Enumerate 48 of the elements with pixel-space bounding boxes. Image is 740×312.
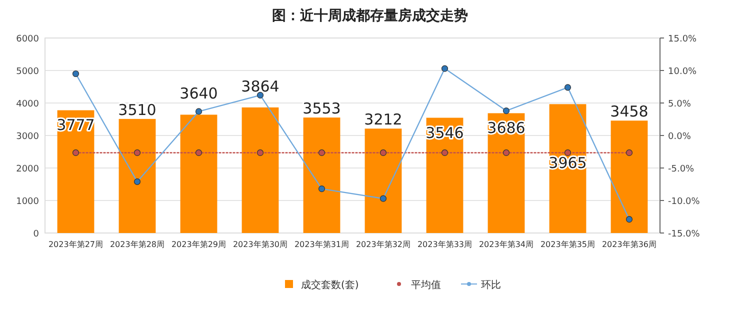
bar (426, 118, 464, 233)
data-label: 3965 (548, 154, 587, 172)
x-tick-label: 2023年第27周 (48, 240, 104, 249)
y2-tick-label: 10.0% (668, 67, 698, 77)
y2-tick-label: 5.0% (668, 100, 692, 110)
data-label: 3546 (426, 124, 464, 142)
legend-label: 平均值 (411, 279, 441, 291)
y-tick-label: 0 (33, 230, 40, 240)
data-label: 3510 (118, 100, 156, 119)
y2-tick-label: 15.0% (668, 34, 698, 44)
legend-label: 成交套数(套) (301, 279, 359, 291)
x-tick-label: 2023年第33周 (417, 240, 472, 249)
x-tick-label: 2023年第28周 (110, 240, 165, 249)
y-tick-label: 2000 (16, 164, 40, 174)
data-label: 3212 (364, 110, 402, 129)
x-tick-label: 2023年第34周 (478, 240, 534, 249)
bar (364, 128, 402, 233)
data-label: 3458 (610, 102, 648, 121)
data-label: 3864 (241, 77, 280, 96)
bar (303, 118, 340, 233)
x-tick-label: 2023年第30周 (232, 240, 288, 249)
bar (57, 110, 94, 233)
y-tick-label: 3000 (16, 132, 40, 142)
x-tick-label: 2023年第31周 (294, 240, 350, 249)
y2-tick-label: -10.0% (668, 197, 700, 207)
x-tick-label: 2023年第36周 (602, 240, 657, 249)
chart-title: 图：近十周成都存量房成交走势 (272, 7, 468, 24)
x-tick-label: 2023年第32周 (356, 240, 411, 249)
x-tick-label: 2023年第35周 (540, 240, 596, 249)
y-tick-label: 4000 (16, 100, 40, 110)
data-label: 3640 (180, 84, 218, 103)
y2-tick-label: 0.0% (668, 132, 692, 142)
bar (180, 114, 218, 233)
bar (488, 113, 525, 233)
data-label: 3777 (56, 116, 95, 134)
y-tick-label: 1000 (16, 197, 40, 207)
bar (118, 118, 156, 233)
legend-label: 环比 (481, 279, 501, 291)
y-tick-label: 6000 (16, 34, 40, 44)
x-tick-label: 2023年第29周 (171, 240, 226, 249)
bar (242, 107, 279, 233)
y-tick-label: 5000 (16, 67, 40, 77)
y2-tick-label: -5.0% (668, 164, 695, 174)
data-label: 3686 (487, 119, 526, 138)
bar (549, 104, 586, 233)
bar (610, 120, 648, 233)
data-label: 3553 (302, 100, 341, 118)
y2-tick-label: -15.0% (668, 230, 700, 240)
